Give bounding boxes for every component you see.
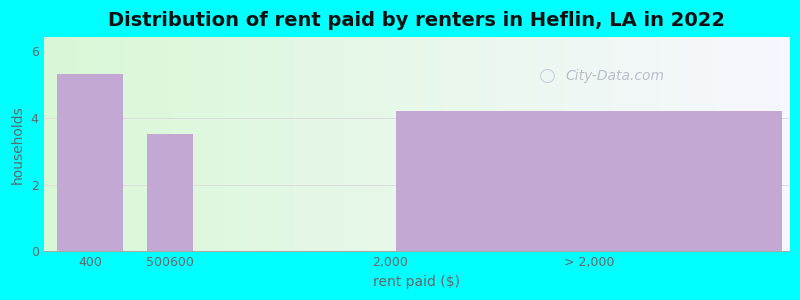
X-axis label: rent paid ($): rent paid ($) <box>373 275 460 289</box>
Text: City-Data.com: City-Data.com <box>566 69 664 83</box>
Bar <box>396 111 782 251</box>
Bar <box>146 134 194 251</box>
Text: ○: ○ <box>539 66 556 85</box>
Title: Distribution of rent paid by renters in Heflin, LA in 2022: Distribution of rent paid by renters in … <box>108 11 725 30</box>
Bar <box>57 74 123 251</box>
Y-axis label: households: households <box>11 105 25 184</box>
